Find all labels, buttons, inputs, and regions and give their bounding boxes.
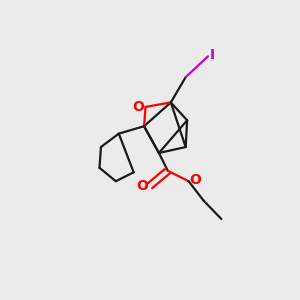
Text: I: I: [210, 49, 215, 62]
Text: O: O: [132, 100, 144, 114]
Text: O: O: [136, 179, 148, 193]
Text: O: O: [189, 173, 201, 187]
